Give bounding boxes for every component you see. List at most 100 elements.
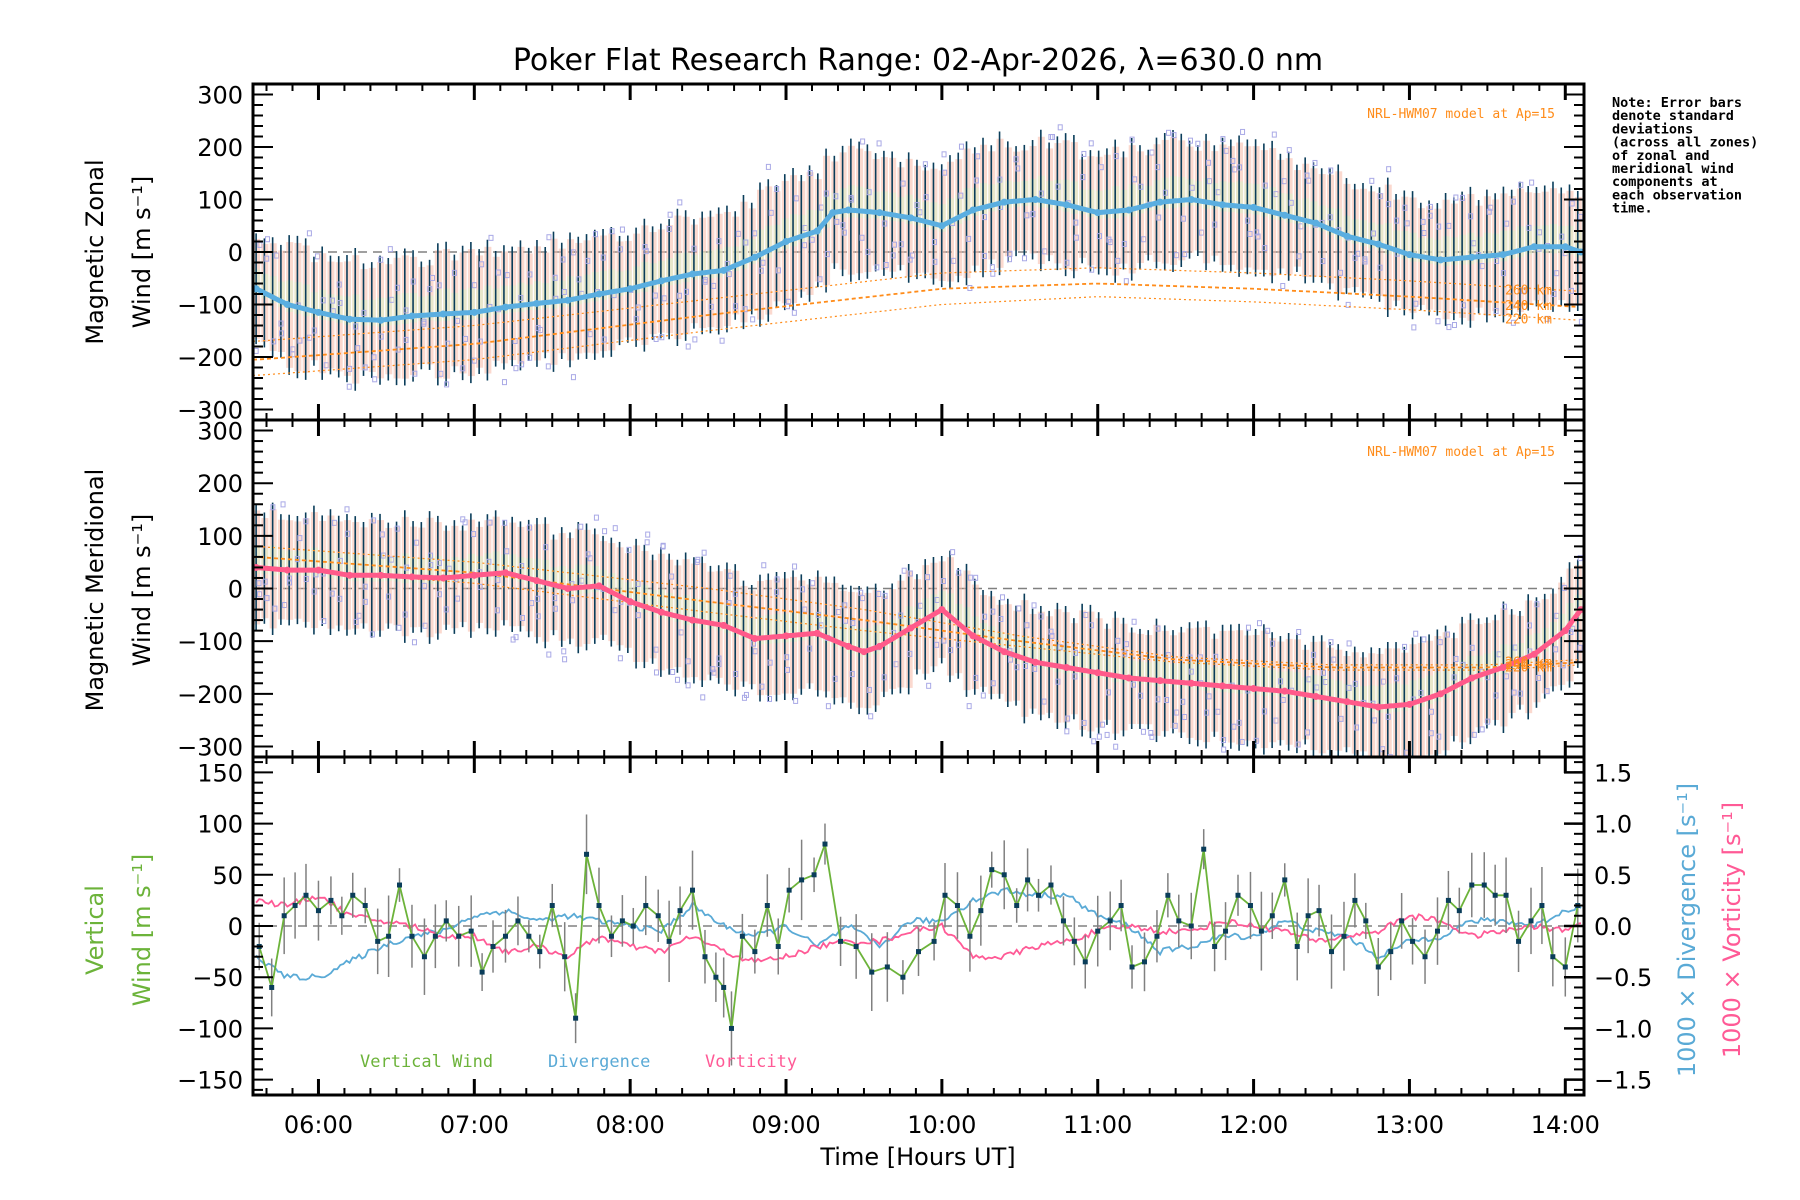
vertical-wind-point [643,903,649,909]
zone-scatter-point [1386,166,1392,173]
mean-point [876,642,884,650]
zone-scatter-point [1100,721,1106,728]
mean-point [1437,256,1445,264]
vertical-wind-point [1341,933,1347,939]
model-altitude-label: 260 km [1505,283,1552,298]
zone-scatter-point [1164,696,1170,703]
vertical-wind-point [596,903,602,909]
zone-scatter-point [346,383,352,390]
y-tick-label: 0 [228,576,243,604]
zone-scatter-point [1155,625,1161,632]
zone-scatter-point [1568,628,1574,635]
zone-scatter-point [1494,257,1500,264]
mean-point [1374,240,1382,248]
vertical-wind-point [281,913,287,919]
zone-scatter-point [320,297,326,304]
zone-scatter-point [774,589,780,596]
zone-scatter-point [477,583,483,590]
note-line: deviations [1612,121,1693,137]
zone-scatter-point [1030,211,1036,218]
zone-scatter-point [617,655,623,662]
zone-scatter-point [667,211,673,218]
model-altitude-label: 220 km [1505,661,1552,676]
zone-scatter-point [412,370,418,377]
zone-scatter-point [980,692,986,699]
zone-scatter-point [1395,778,1399,783]
zone-scatter-point [1402,204,1408,211]
vertical-wind-point [526,933,532,939]
zone-scatter-point [642,244,648,251]
zone-scatter-point [858,589,864,596]
zone-scatter-point [272,605,278,612]
zone-scatter-point [297,535,303,542]
mean-point [377,571,385,579]
y-tick-label: 100 [197,187,243,215]
vertical-wind-point [702,954,708,960]
vertical-wind-point [1269,913,1275,919]
zone-scatter-point [1220,136,1226,143]
mean-point [626,285,634,293]
zonal-ylabel-line1: Magnetic Zonal [81,159,109,344]
vertical-wind-point [1363,918,1369,924]
zone-scatter-point [1296,629,1302,636]
zone-scatter-point [1081,719,1087,726]
y2-tick-label: −1.0 [1594,1015,1652,1043]
zone-scatter-point [1007,656,1013,663]
zone-scatter-point [1413,630,1419,637]
zone-scatter-point [1091,738,1097,745]
zone-scatter-point [552,605,558,612]
zone-scatter-point [1073,234,1079,241]
zone-scatter-point [1245,624,1251,631]
model-curve-260-km [253,267,1578,342]
vertical-wind-point [1036,892,1042,898]
x-tick-label: 07:00 [440,1111,509,1139]
zone-scatter-point [1526,224,1532,231]
zone-scatter-point [824,251,830,258]
y-tick-label: 50 [212,862,243,890]
mean-point [1250,685,1258,693]
zone-scatter-point [1517,690,1523,697]
zone-scatter-point [371,354,377,361]
zone-scatter-point [752,230,758,237]
mean-point [1312,219,1320,227]
mean-point [1094,209,1102,217]
vertical-wind-point [537,949,543,955]
zone-scatter-point [306,230,312,237]
zone-scatter-point [1559,233,1565,240]
zone-scatter-point [345,530,351,537]
zone-scatter-point [1534,601,1540,608]
model-altitude-label: 240 km [1505,299,1552,314]
zone-scatter-point [479,261,485,268]
mean-point [346,571,354,579]
legend-vorticity: Vorticity [705,1052,797,1072]
zone-scatter-point [999,594,1005,601]
divergence-line [255,887,1582,981]
mean-point [1063,663,1071,671]
zone-scatter-point [519,361,525,368]
zone-scatter-point [1544,688,1550,695]
y-tick-label: 200 [197,134,243,162]
zone-scatter-point [264,255,270,262]
zone-scatter-point [1055,678,1061,685]
zone-scatter-point [1362,256,1368,263]
zone-scatter-point [520,614,526,621]
zone-scatter-point [1182,714,1188,721]
zone-scatter-point [990,680,996,687]
zone-scatter-point [1098,164,1104,171]
zone-scatter-point [735,230,741,237]
zone-scatter-point [1064,259,1070,266]
vertical-wind-point [350,892,356,898]
zone-scatter-point [1255,233,1261,240]
zone-scatter-point [758,267,764,274]
zone-scatter-point [950,549,956,556]
note-line: denote standard [1612,108,1734,124]
zone-scatter-point [1428,730,1434,737]
panel-data [253,814,1584,1066]
mean-point [1187,679,1195,687]
zone-scatter-point [1105,689,1111,696]
x-axis-label: Time [Hours UT] [819,1143,1015,1171]
zone-scatter-point [1460,194,1466,201]
zone-scatter-point [372,376,378,383]
